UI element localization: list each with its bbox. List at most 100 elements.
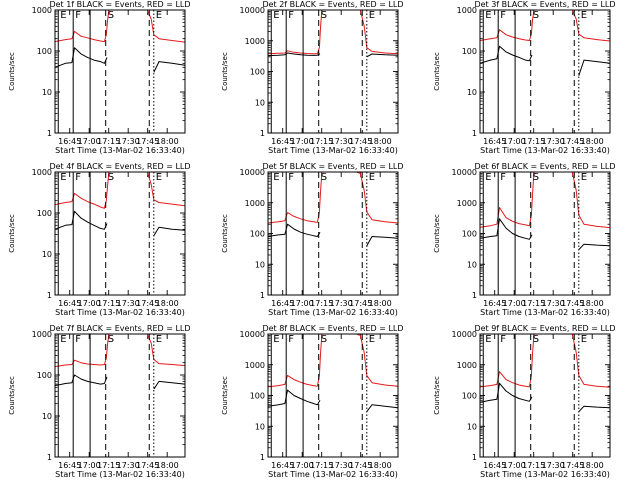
- x-tick-label: 17:45: [349, 137, 372, 146]
- x-tick-label: 17:00: [78, 137, 101, 146]
- x-axis-label: Start Time (13-Mar-02 16:33:40): [55, 308, 185, 317]
- series-group: [480, 334, 610, 412]
- plot-frame: [267, 9, 399, 134]
- time-marker-label: E: [581, 334, 587, 345]
- plot-frame: [479, 333, 611, 458]
- x-tick-label: 18:00: [369, 299, 392, 308]
- x-tick-label: 17:15: [522, 299, 545, 308]
- series-line-events: [268, 52, 398, 58]
- x-tick-label: 18:00: [156, 137, 179, 146]
- y-tick-label: 10000: [240, 6, 265, 15]
- x-tick-label: 17:00: [291, 299, 314, 308]
- x-tick-label: 18:00: [156, 299, 179, 308]
- y-tick-label: 1: [260, 291, 265, 300]
- series-line-events: [268, 223, 398, 246]
- chart-title: Det 1f BLACK = Events, RED = LLD: [49, 0, 190, 9]
- time-marker-label: E: [60, 334, 66, 345]
- x-tick-label: 16:45: [271, 299, 294, 308]
- y-tick-label: 1: [47, 291, 52, 300]
- x-tick-label: 17:15: [310, 137, 333, 146]
- series-group: [268, 172, 398, 246]
- y-tick-label: 10: [255, 260, 265, 269]
- y-tick-label: 1: [472, 453, 477, 462]
- time-marker-label: E: [60, 172, 66, 183]
- chart-panel-1: Det 1f BLACK = Events, RED = LLD Counts/s…: [8, 0, 191, 155]
- x-tick-label: 17:45: [349, 299, 372, 308]
- x-tick-label: 17:15: [310, 299, 333, 308]
- y-axis-label: Counts/sec: [8, 376, 16, 415]
- series-line-lld: [268, 10, 398, 55]
- y-axis-label: Counts/sec: [433, 214, 441, 253]
- x-tick-label: 17:15: [522, 137, 545, 146]
- time-marker-label: E: [60, 10, 66, 21]
- x-tick-label: 16:45: [483, 137, 506, 146]
- y-axis-label: Counts/sec: [433, 52, 441, 91]
- y-tick-label: 10000: [240, 168, 265, 177]
- series-group: [480, 172, 610, 250]
- x-tick-label: 17:45: [561, 299, 584, 308]
- x-axis-label: Start Time (13-Mar-02 16:33:40): [268, 470, 398, 479]
- x-tick-label: 17:30: [117, 461, 140, 470]
- y-tick-label: 10: [255, 422, 265, 431]
- x-tick-label: 17:15: [522, 461, 545, 470]
- x-axis-label: Start Time (13-Mar-02 16:33:40): [480, 146, 610, 155]
- y-axis-label: Counts/sec: [8, 214, 16, 253]
- x-axis-label: Start Time (13-Mar-02 16:33:40): [480, 308, 610, 317]
- time-marker-label: S: [108, 10, 114, 21]
- x-tick-label: 16:45: [58, 137, 81, 146]
- series-line-lld: [268, 334, 398, 388]
- x-tick-label: 17:00: [291, 461, 314, 470]
- x-tick-label: 17:30: [330, 461, 353, 470]
- series-line-events: [268, 389, 398, 412]
- x-tick-label: 17:45: [136, 137, 159, 146]
- y-axis-label: Counts/sec: [433, 376, 441, 415]
- x-tick-label: 18:00: [581, 137, 604, 146]
- x-tick-label: 17:00: [503, 137, 526, 146]
- x-tick-label: 17:30: [117, 299, 140, 308]
- series-line-events: [55, 210, 185, 236]
- y-tick-label: 10: [42, 88, 52, 97]
- x-tick-label: 17:45: [136, 299, 159, 308]
- x-tick-label: 18:00: [581, 299, 604, 308]
- y-tick-label: 1000: [245, 37, 265, 46]
- time-marker-label: F: [500, 10, 506, 21]
- y-tick-label: 1000: [457, 199, 477, 208]
- x-tick-label: 17:30: [330, 299, 353, 308]
- x-axis-label: Start Time (13-Mar-02 16:33:40): [480, 470, 610, 479]
- time-marker-label: E: [581, 10, 587, 21]
- y-tick-label: 1000: [32, 330, 52, 339]
- x-tick-label: 16:45: [271, 461, 294, 470]
- chart-title: Det 2f BLACK = Events, RED = LLD: [262, 0, 403, 9]
- chart-panel-7: Det 7f BLACK = Events, RED = LLD Counts/s…: [8, 324, 191, 479]
- y-tick-label: 10: [467, 88, 477, 97]
- y-tick-label: 1000: [245, 199, 265, 208]
- chart-title: Det 3f BLACK = Events, RED = LLD: [474, 0, 615, 9]
- y-tick-label: 100: [462, 230, 477, 239]
- x-tick-label: 18:00: [369, 461, 392, 470]
- y-tick-label: 1000: [457, 6, 477, 15]
- y-tick-label: 100: [462, 47, 477, 56]
- series-group: [268, 10, 398, 58]
- y-tick-label: 10: [42, 250, 52, 259]
- time-marker-label: F: [500, 334, 506, 345]
- time-marker-label: F: [500, 172, 506, 183]
- y-axis-label: Counts/sec: [221, 214, 229, 253]
- series-line-events: [55, 374, 185, 390]
- time-marker-label: E: [485, 334, 491, 345]
- y-tick-label: 100: [462, 392, 477, 401]
- plot-frame: [54, 333, 186, 458]
- plot-frame: [267, 171, 399, 296]
- x-tick-label: 16:45: [58, 461, 81, 470]
- x-tick-label: 17:00: [291, 137, 314, 146]
- chart-panel-8: Det 8f BLACK = Events, RED = LLD Counts/s…: [221, 324, 404, 479]
- time-marker-label: F: [288, 172, 294, 183]
- y-tick-label: 100: [37, 371, 52, 380]
- x-axis-label: Start Time (13-Mar-02 16:33:40): [268, 146, 398, 155]
- chart-panel-5: Det 5f BLACK = Events, RED = LLD Counts/s…: [221, 162, 404, 317]
- y-tick-label: 10000: [452, 168, 477, 177]
- x-axis-label: Start Time (13-Mar-02 16:33:40): [55, 146, 185, 155]
- series-line-lld: [480, 334, 610, 388]
- y-tick-label: 100: [250, 230, 265, 239]
- time-marker-label: S: [321, 172, 327, 183]
- y-tick-label: 1: [260, 129, 265, 138]
